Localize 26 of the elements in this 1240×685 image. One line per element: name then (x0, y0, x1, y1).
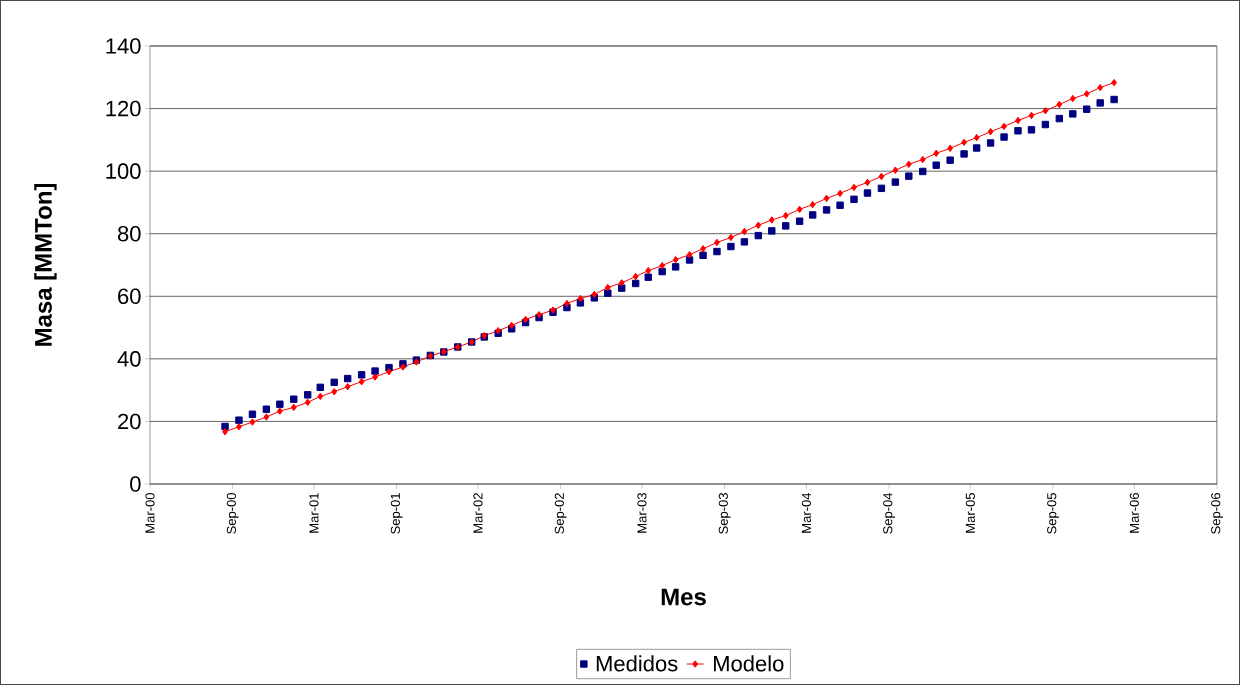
y-tick-label: 0 (130, 476, 141, 492)
x-tick-label: Mar-00 (145, 493, 155, 533)
y-tick-label: 80 (117, 225, 141, 242)
x-tick-label: Mar-05 (965, 493, 975, 533)
x-tick-label: Sep-01 (390, 493, 403, 534)
x-axis-title: Mes (661, 588, 706, 606)
x-tick-label: Sep-04 (883, 492, 895, 534)
y-tick-label: 20 (118, 413, 141, 430)
x-tick-label: Mar-02 (473, 493, 483, 533)
x-tick-label: Sep-05 (1047, 493, 1059, 534)
y-tick-label: 100 (106, 163, 141, 179)
x-tick-label: Sep-06 (1211, 493, 1223, 534)
legend-label: Medidos (596, 655, 678, 672)
x-tick-label: Sep-02 (554, 493, 567, 534)
x-tick-label: Mar-06 (1129, 493, 1139, 533)
y-tick-label: 40 (117, 351, 141, 367)
x-tick-label: Sep-00 (226, 493, 239, 534)
y-tick-label: 120 (106, 100, 141, 117)
x-tick-label: Mar-04 (801, 492, 811, 533)
x-tick-label: Mar-01 (309, 493, 319, 533)
legend-label: Modelo (714, 655, 784, 672)
y-tick-label: 140 (106, 38, 141, 54)
x-tick-label: Mar-03 (637, 493, 647, 533)
x-tick-label: Sep-03 (718, 493, 731, 534)
y-tick-label: 60 (118, 288, 141, 305)
y-axis-title: Masa [MMTon] (34, 183, 57, 346)
